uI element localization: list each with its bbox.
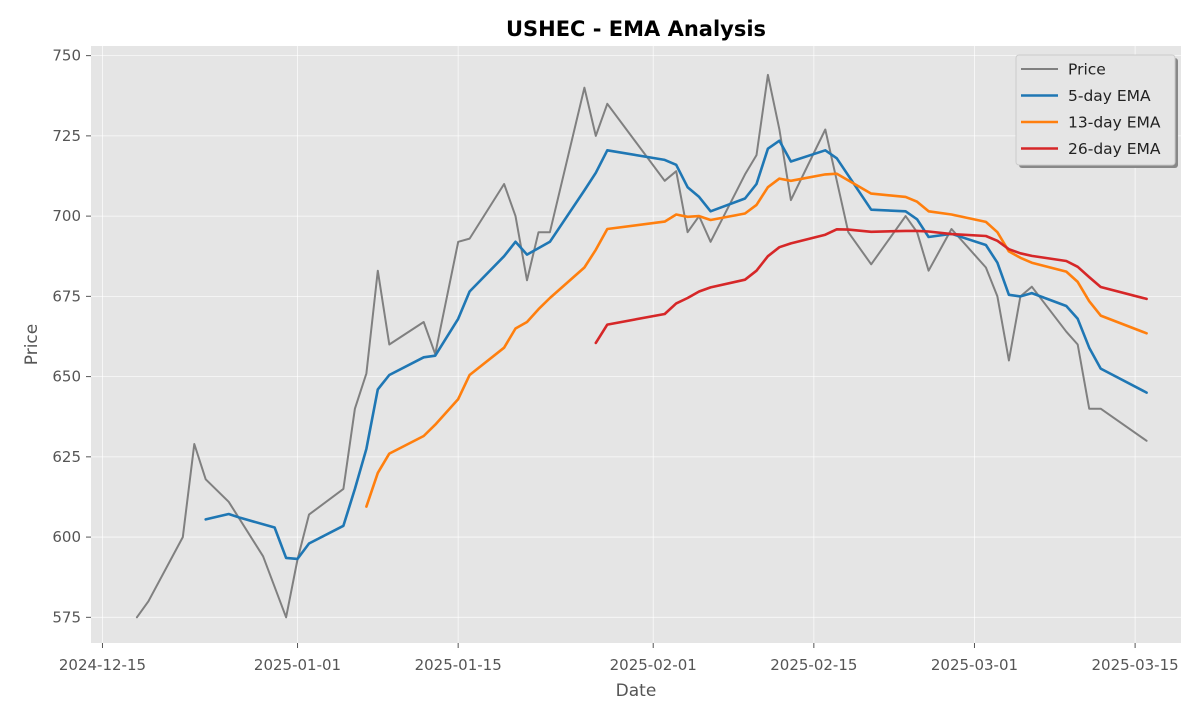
series-lines bbox=[135, 73, 1148, 619]
x-tick-label: 2025-01-01 bbox=[254, 656, 341, 674]
x-tick-label: 2025-03-01 bbox=[931, 656, 1018, 674]
x-tick-label: 2025-03-15 bbox=[1092, 656, 1179, 674]
x-axis-label: Date bbox=[616, 681, 657, 701]
legend: Price 5-day EMA 13-day EMA 26-day EMA bbox=[1015, 54, 1178, 168]
legend-label-26-day-ema: 26-day EMA bbox=[1068, 140, 1161, 158]
legend-box bbox=[1015, 54, 1176, 166]
series-line-price bbox=[135, 73, 1148, 619]
y-tick-label: 625 bbox=[52, 448, 81, 466]
series-line-26-day-ema bbox=[594, 228, 1148, 345]
y-tick-label: 650 bbox=[52, 368, 81, 386]
legend-label-13-day-ema: 13-day EMA bbox=[1068, 114, 1161, 132]
y-tick-label: 575 bbox=[52, 608, 81, 626]
chart-title: USHEC - EMA Analysis bbox=[506, 17, 766, 41]
plot-area bbox=[91, 46, 1181, 643]
y-tick-label: 725 bbox=[52, 127, 81, 145]
y-tick-label: 600 bbox=[52, 528, 81, 546]
axis-ticks: 2024-12-15 2025-01-01 2025-01-15 2025-02-01… bbox=[52, 47, 1178, 674]
x-tick-label: 2025-02-01 bbox=[610, 656, 697, 674]
x-tick-label: 2025-02-15 bbox=[770, 656, 857, 674]
legend-label-price: Price bbox=[1068, 61, 1106, 79]
y-tick-label: 750 bbox=[52, 47, 81, 65]
y-tick-label: 675 bbox=[52, 287, 81, 305]
x-tick-label: 2025-01-15 bbox=[415, 656, 502, 674]
legend-label-5-day-ema: 5-day EMA bbox=[1068, 87, 1151, 105]
x-tick-label: 2024-12-15 bbox=[59, 656, 146, 674]
series-line-13-day-ema bbox=[365, 172, 1148, 508]
y-tick-label: 700 bbox=[52, 207, 81, 225]
y-axis-label: Price bbox=[22, 324, 42, 365]
series-line-5-day-ema bbox=[204, 139, 1148, 561]
grid bbox=[91, 46, 1181, 643]
